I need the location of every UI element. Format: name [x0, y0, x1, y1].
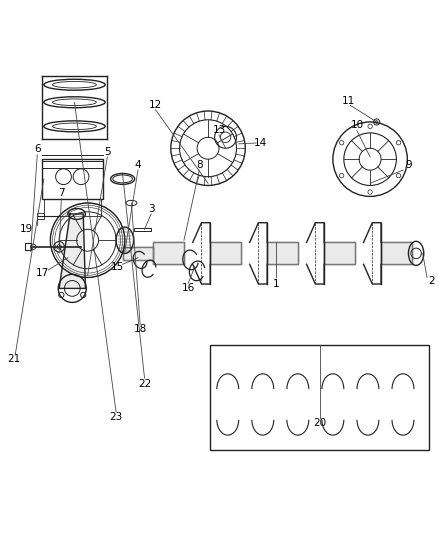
Text: 8: 8: [196, 160, 203, 170]
Text: 10: 10: [350, 120, 364, 131]
Bar: [381, 243, 412, 264]
Text: 18: 18: [134, 324, 147, 334]
Text: 23: 23: [110, 411, 123, 422]
Text: 6: 6: [34, 144, 41, 154]
Text: 11: 11: [342, 96, 355, 106]
Polygon shape: [267, 243, 298, 264]
Bar: [210, 243, 241, 264]
Text: 20: 20: [313, 418, 326, 428]
Bar: [25, 243, 31, 251]
Text: 2: 2: [428, 276, 435, 286]
Polygon shape: [59, 214, 85, 288]
Polygon shape: [210, 243, 241, 264]
Polygon shape: [381, 243, 412, 264]
Bar: [210, 345, 429, 450]
Text: 4: 4: [134, 160, 141, 170]
Bar: [37, 213, 44, 219]
Bar: [44, 199, 101, 216]
Text: 21: 21: [7, 354, 21, 365]
Text: 5: 5: [104, 147, 111, 157]
Text: 16: 16: [182, 282, 195, 293]
Text: 22: 22: [138, 379, 151, 389]
Text: 14: 14: [254, 138, 267, 148]
Bar: [134, 228, 151, 231]
Bar: [153, 243, 184, 264]
Text: 1: 1: [272, 279, 279, 289]
Bar: [123, 247, 153, 260]
Text: 19: 19: [20, 224, 33, 235]
Polygon shape: [153, 243, 184, 264]
Polygon shape: [123, 247, 153, 260]
Text: 15: 15: [111, 262, 124, 272]
Polygon shape: [324, 243, 355, 264]
Text: 12: 12: [149, 100, 162, 110]
Text: 3: 3: [148, 204, 155, 214]
Text: 17: 17: [36, 268, 49, 278]
Bar: [324, 243, 355, 264]
Text: 7: 7: [58, 188, 65, 198]
Bar: [267, 243, 298, 264]
Bar: [42, 159, 103, 199]
Text: 13: 13: [212, 125, 226, 135]
Text: 9: 9: [405, 160, 412, 170]
